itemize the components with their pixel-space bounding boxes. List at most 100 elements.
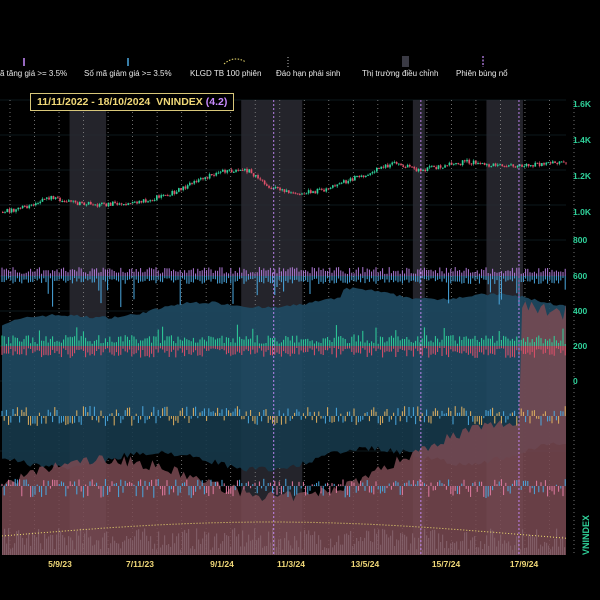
volume-bar: [116, 543, 118, 555]
volume-bar: [8, 528, 10, 555]
volume-bar: [176, 536, 178, 555]
candle-body: [505, 166, 508, 168]
candle-body: [290, 192, 292, 194]
candle-body: [19, 207, 22, 209]
volume-bar: [292, 548, 294, 555]
candle-body: [444, 165, 446, 168]
candle-body: [494, 163, 497, 166]
candle-body: [136, 201, 138, 204]
candle-body: [525, 163, 528, 167]
volume-bar: [336, 542, 338, 555]
volume-bar: [326, 548, 328, 555]
volume-bar: [412, 533, 414, 555]
candle-body: [565, 162, 567, 164]
volume-bar: [458, 549, 460, 555]
volume-bar: [44, 533, 46, 555]
candle-body: [435, 167, 438, 170]
candle-body: [472, 160, 475, 165]
candle-body: [171, 191, 174, 196]
volume-bar: [284, 538, 286, 555]
candle-body: [514, 166, 517, 168]
volume-bar: [262, 547, 264, 555]
volume-bar: [446, 540, 448, 555]
candle-body: [356, 175, 358, 177]
candle-body: [151, 200, 154, 202]
volume-bar: [152, 548, 154, 555]
candle-body: [129, 203, 132, 205]
candle-body: [114, 201, 116, 204]
volume-bar: [76, 531, 78, 555]
volume-bar: [380, 544, 382, 555]
volume-bar: [226, 535, 228, 555]
volume-bar: [144, 528, 146, 555]
volume-bar: [196, 528, 198, 555]
candle-body: [512, 164, 515, 167]
candle-body: [195, 181, 198, 183]
volume-bar: [22, 537, 24, 555]
candle-body: [120, 203, 123, 205]
candle-body: [39, 201, 42, 204]
candle-body: [395, 161, 398, 165]
volume-bar: [322, 549, 324, 555]
volume-bar: [40, 543, 42, 555]
candle-body: [79, 201, 81, 206]
volume-bar: [404, 534, 406, 555]
volume-bar: [230, 546, 232, 555]
volume-bar: [450, 543, 452, 555]
volume-bar: [502, 543, 504, 555]
volume-bar: [542, 546, 544, 555]
candle-body: [281, 189, 284, 191]
volume-bar: [84, 533, 86, 555]
candle-body: [318, 188, 321, 190]
volume-bar: [414, 537, 416, 555]
volume-bar: [434, 529, 436, 555]
candle-body: [351, 178, 354, 181]
candle-body: [415, 168, 418, 172]
volume-bar: [308, 530, 310, 555]
volume-bar: [200, 543, 202, 555]
volume-bar: [130, 538, 132, 555]
volume-bar: [218, 548, 220, 555]
candle-body: [169, 195, 171, 197]
candle-body: [65, 201, 68, 203]
candle-body: [499, 164, 501, 166]
candle-body: [239, 169, 242, 171]
candle-body: [527, 163, 530, 167]
volume-bar: [564, 547, 566, 555]
candle-body: [30, 204, 33, 206]
candle-body: [556, 163, 559, 165]
volume-bar: [102, 537, 104, 555]
volume-bar: [472, 537, 474, 555]
volume-bar: [160, 547, 162, 555]
candle-body: [492, 163, 495, 167]
volume-bar: [328, 548, 330, 555]
volume-bar: [392, 530, 394, 555]
candle-body: [448, 162, 451, 166]
volume-bar: [490, 528, 492, 555]
volume-bar: [334, 545, 336, 555]
volume-bar: [540, 544, 542, 555]
volume-bar: [112, 536, 114, 555]
candle-body: [334, 185, 336, 187]
volume-bar: [32, 532, 34, 555]
volume-bar: [554, 538, 556, 555]
volume-bar: [346, 533, 348, 555]
candle-body: [380, 166, 383, 169]
candle-body: [340, 182, 343, 184]
volume-bar: [528, 534, 530, 555]
volume-bar: [148, 541, 150, 555]
candle-body: [439, 165, 442, 168]
volume-bar: [510, 545, 512, 555]
volume-bar: [204, 531, 206, 555]
volume-bar: [186, 533, 188, 555]
candle-body: [323, 189, 325, 192]
candle-body: [138, 201, 141, 204]
candle-body: [310, 190, 312, 194]
candle-body: [299, 194, 301, 196]
volume-bar: [122, 541, 124, 555]
candle-body: [189, 182, 191, 186]
volume-bar: [426, 535, 428, 555]
candle-body: [541, 163, 543, 166]
volume-bar: [314, 531, 316, 555]
